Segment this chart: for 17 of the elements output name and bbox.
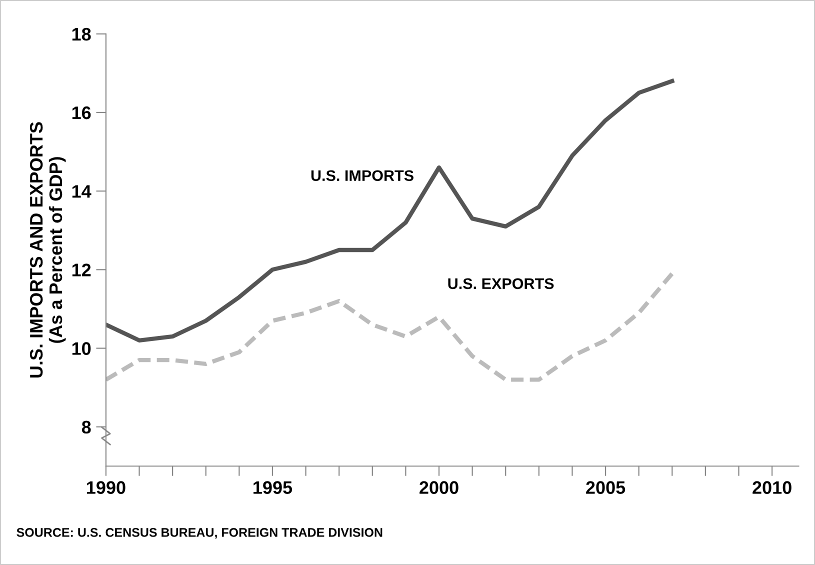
y-tick-label: 14 (72, 185, 92, 198)
y-tick-label: 18 (72, 28, 91, 41)
y-tick-label: 12 (72, 264, 91, 276)
x-tick-label: 2010 (752, 481, 792, 494)
series-label: U.S. IMPORTS (311, 170, 414, 182)
y-tick-label: 10 (72, 342, 91, 355)
x-tick-label: 2005 (586, 481, 626, 494)
x-tick-label: 2000 (420, 481, 458, 494)
series-label: U.S. EXPORTS (448, 278, 554, 290)
source-note: SOURCE: U.S. CENSUS BUREAU, FOREIGN TRADE DIVISION (16, 528, 382, 539)
y-tick-label: 16 (72, 106, 91, 120)
x-tick-label: 1995 (254, 481, 292, 494)
y-tick-label: 8 (82, 420, 91, 434)
y-axis-title: U.S. IMPORTS AND EXPORTS (As a Percent of GDP) (30, 122, 66, 378)
line-series (106, 272, 674, 382)
x-tick-label: 1990 (87, 481, 126, 494)
line-series (106, 78, 674, 342)
